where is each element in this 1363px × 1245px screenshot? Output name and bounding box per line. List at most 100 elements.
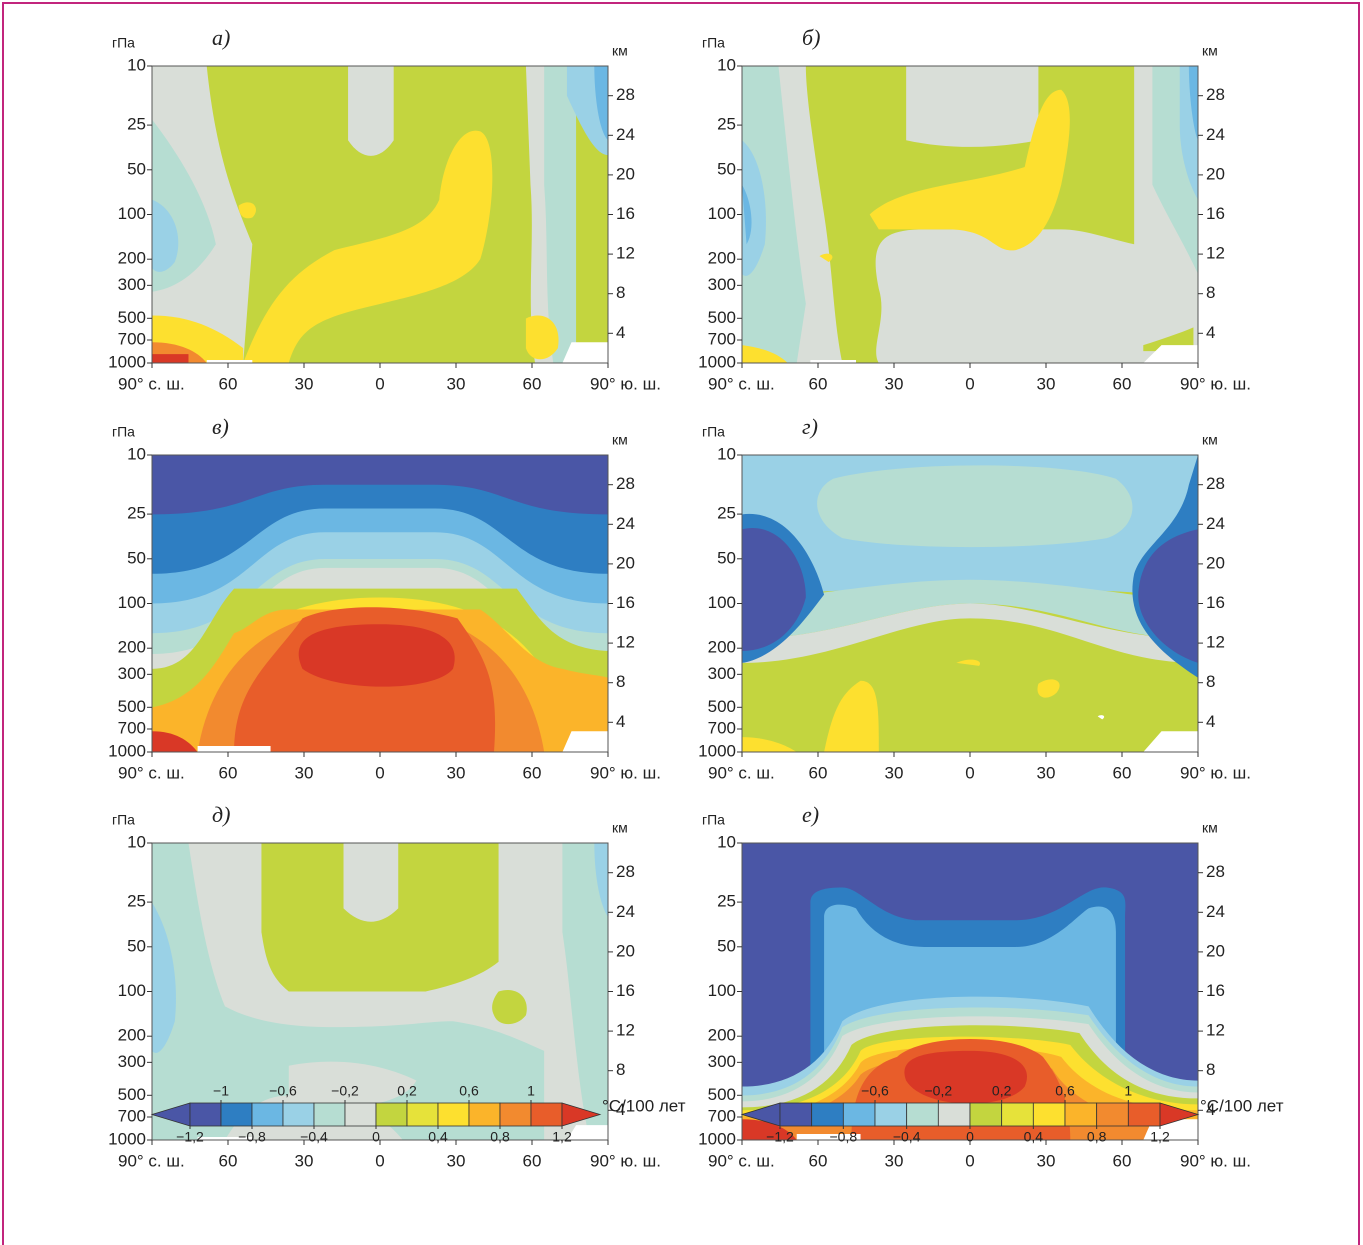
x-tick-label: 60 <box>219 1151 238 1170</box>
colorbar-segment <box>842 1102 876 1127</box>
x-tick-label: 60 <box>523 763 542 782</box>
contour-region <box>152 902 176 1053</box>
y-tick-label: 10 <box>127 55 146 74</box>
x-tick-label: 30 <box>447 763 466 782</box>
y2-axis-label: км <box>612 43 628 59</box>
colorbar-segment <box>530 1102 563 1127</box>
y-tick-label: 100 <box>118 981 146 1000</box>
contour-region <box>343 843 399 922</box>
x-tick-label: 30 <box>1037 1151 1056 1170</box>
x-tick-label: 90° с. ш. <box>708 1151 775 1170</box>
x-tick-label: 90° с. ш. <box>118 763 185 782</box>
y-tick-label: 700 <box>708 329 736 348</box>
y2-tick-label: 28 <box>616 85 635 104</box>
contour-region <box>152 731 198 752</box>
colorbar-unit: °C/100 лет <box>602 1096 686 1115</box>
contour-region <box>594 66 608 141</box>
colorbar-segment <box>313 1102 346 1127</box>
contour-region <box>956 659 981 666</box>
contour-region <box>742 603 1198 663</box>
contour-region <box>904 1050 1027 1104</box>
y2-tick-label: 28 <box>1206 862 1225 881</box>
x-tick-label: 30 <box>1037 374 1056 393</box>
x-tick-label: 90° с. ш. <box>708 374 775 393</box>
x-tick-label: 0 <box>375 1151 384 1170</box>
y2-tick-label: 24 <box>1206 514 1225 533</box>
y2-tick-label: 4 <box>1206 323 1215 342</box>
contour-region <box>288 1061 417 1111</box>
y-tick-label: 300 <box>708 664 736 683</box>
y-tick-label: 200 <box>708 1026 736 1045</box>
colorbar-segment <box>220 1102 253 1127</box>
colorbar-segment <box>406 1102 439 1127</box>
y-tick-label: 200 <box>708 638 736 657</box>
y2-tick-label: 8 <box>616 283 625 302</box>
contour-panel: б)гПа км102550100200300500700100048121620… <box>698 25 1251 393</box>
colorbar-segment <box>344 1102 377 1127</box>
y-tick-label: 700 <box>118 718 146 737</box>
panel-label: е) <box>802 802 819 827</box>
y-tick-label: 300 <box>118 1052 146 1071</box>
y-axis-label: гПа <box>112 35 135 51</box>
y-tick-label: 50 <box>717 548 736 567</box>
colorbar-segment <box>1127 1102 1161 1127</box>
y-tick-label: 100 <box>118 204 146 223</box>
y2-tick-label: 24 <box>616 125 635 144</box>
contour-region <box>348 66 394 156</box>
colorbar-tick-label: 0,8 <box>490 1129 510 1145</box>
y2-tick-label: 16 <box>1206 204 1225 223</box>
y-tick-label: 300 <box>118 275 146 294</box>
y-tick-label: 1000 <box>108 1129 146 1148</box>
colorbar-segment <box>375 1102 408 1127</box>
panel-label: г) <box>802 414 818 439</box>
colorbar-tick-label: −0,8 <box>830 1129 858 1145</box>
y-tick-label: 700 <box>708 718 736 737</box>
x-tick-label: 0 <box>965 1151 974 1170</box>
contour-region <box>742 737 797 752</box>
y2-axis-label: км <box>1202 432 1218 448</box>
colorbar-unit: °C/100 лет <box>1200 1096 1284 1115</box>
colorbar-tick-label: −0,2 <box>331 1083 359 1099</box>
y2-tick-label: 28 <box>616 474 635 493</box>
x-tick-label: 30 <box>295 763 314 782</box>
contour-region <box>742 579 1198 640</box>
colorbar-segment <box>468 1102 501 1127</box>
y-axis-label: гПа <box>702 424 725 440</box>
contour-region <box>824 680 879 752</box>
y2-axis-label: км <box>1202 820 1218 836</box>
colorbar-tick-label: −1,2 <box>176 1129 204 1145</box>
contour-region <box>562 731 608 752</box>
y-axis-label: гПа <box>112 424 135 440</box>
contour-region <box>1097 715 1105 720</box>
contour-field <box>742 455 1198 752</box>
x-tick-label: 30 <box>885 374 904 393</box>
x-tick-label: 0 <box>965 374 974 393</box>
x-tick-label: 90° ю. ш. <box>590 763 661 782</box>
x-tick-label: 0 <box>375 763 384 782</box>
y2-tick-label: 24 <box>616 902 635 921</box>
contour-region <box>810 360 856 363</box>
y2-tick-label: 4 <box>616 1100 625 1119</box>
y2-tick-label: 4 <box>1206 1100 1215 1119</box>
y-tick-label: 100 <box>708 981 736 1000</box>
colorbar-tick-label: 0,4 <box>428 1129 448 1145</box>
colorbar-tick-label: 0,6 <box>1055 1083 1075 1099</box>
y2-tick-label: 20 <box>616 164 635 183</box>
x-tick-label: 30 <box>447 1151 466 1170</box>
y-tick-label: 500 <box>708 1085 736 1104</box>
y2-tick-label: 12 <box>616 633 635 652</box>
y2-tick-label: 4 <box>616 712 625 731</box>
y-tick-label: 50 <box>127 936 146 955</box>
contour-region <box>492 989 527 1025</box>
contour-region <box>742 184 752 245</box>
y-axis-label: гПа <box>702 812 725 828</box>
colorbar-segment <box>189 1102 222 1127</box>
contour-region <box>152 354 189 363</box>
y2-tick-label: 24 <box>616 514 635 533</box>
x-tick-label: 30 <box>885 1151 904 1170</box>
colorbar-tick-label: 0,6 <box>459 1083 479 1099</box>
contour-region <box>906 66 1039 147</box>
x-tick-label: 30 <box>295 1151 314 1170</box>
contour-region <box>197 746 271 752</box>
y2-tick-label: 16 <box>616 593 635 612</box>
